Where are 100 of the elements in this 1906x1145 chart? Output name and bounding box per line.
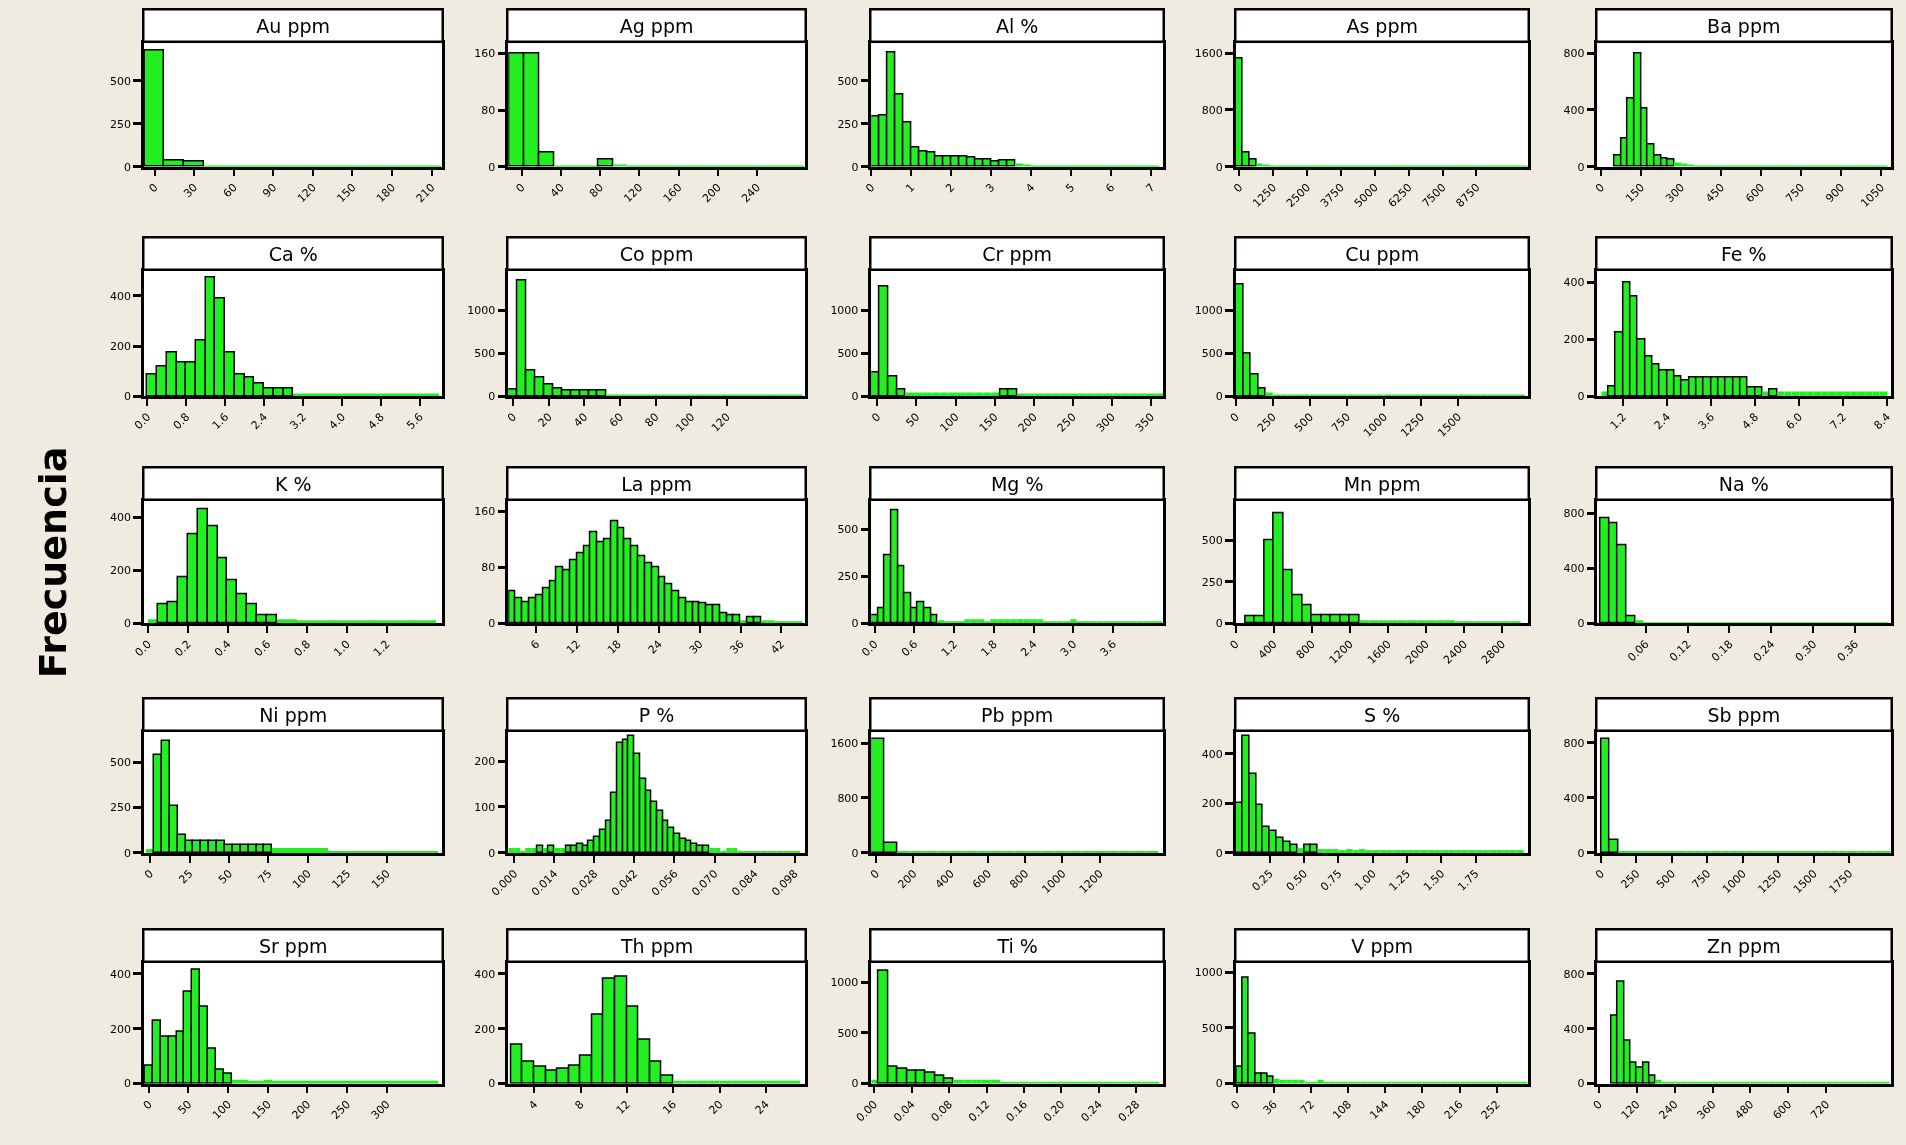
x-tick-label: 250 [328, 1097, 354, 1122]
x-tick-label: 1.0 [331, 637, 353, 660]
y-tick-label: 500 [837, 522, 859, 536]
x-tick-label: 5.6 [404, 410, 426, 433]
chart-title: Fe % [1720, 242, 1767, 265]
x-tick-label: 60 [606, 410, 626, 430]
x-tick-label: 0 [1592, 867, 1608, 882]
chart-title: Th ppm [619, 934, 694, 957]
y-tick-label: 250 [110, 801, 132, 815]
x-tick-label: 4 [1023, 180, 1038, 196]
y-tick-label: 400 [110, 967, 132, 981]
x-tick-label: 800 [1007, 867, 1032, 892]
x-tick-label: 60 [220, 180, 240, 201]
x-tick-label: 2.4 [1651, 410, 1674, 433]
y-tick-label: 800 [1201, 103, 1223, 117]
y-tick-label: 0 [1215, 617, 1223, 631]
x-tick-label: 900 [1823, 180, 1848, 206]
x-tick-label: 20 [535, 410, 555, 430]
y-tick-label: 1000 [830, 975, 859, 989]
y-tick-label: 0 [1577, 390, 1585, 404]
x-tick-label: 3.6 [1695, 410, 1718, 433]
x-tick-label: 150 [1623, 180, 1648, 206]
x-tick-label: 200 [895, 867, 920, 892]
y-tick-label: 0 [488, 617, 496, 631]
x-tick-label: 0 [1593, 180, 1608, 196]
y-tick-label: 0 [1215, 846, 1223, 860]
y-tick-label: 400 [1563, 276, 1585, 290]
y-tick-label: 500 [474, 347, 496, 361]
x-tick-label: 0 [146, 180, 161, 196]
x-tick-label: 100 [289, 867, 314, 892]
x-tick-label: 12 [563, 637, 584, 657]
x-tick-label: 1.2 [1607, 410, 1630, 433]
chart-title: Co ppm [619, 242, 694, 265]
x-tick-label: 2.4 [1018, 637, 1040, 660]
x-tick-label: 100 [210, 1097, 235, 1122]
x-tick-label: 6 [528, 637, 543, 652]
x-tick-label: 750 [1783, 180, 1808, 206]
y-tick-label: 400 [1563, 562, 1585, 576]
x-tick-label: 25 [176, 867, 196, 887]
y-tick-label: 800 [1563, 507, 1585, 521]
y-tick-label: 800 [1563, 736, 1585, 750]
y-tick-label: 400 [1563, 1022, 1585, 1036]
x-tick-label: 0 [863, 180, 878, 196]
x-tick-label: 6.0 [1783, 410, 1806, 433]
chart-title: Ni ppm [259, 703, 328, 726]
y-tick-label: 800 [1563, 967, 1585, 981]
chart-title: Ti % [996, 934, 1038, 957]
chart-title: Na % [1718, 472, 1769, 495]
x-tick-label: 75 [255, 867, 275, 887]
x-tick-label: 0 [1590, 1097, 1605, 1113]
x-tick-label: 30 [181, 180, 201, 201]
y-tick-label: 400 [1563, 103, 1585, 117]
x-tick-label: 3.0 [1057, 637, 1080, 660]
x-tick-label: 0 [1228, 1097, 1243, 1113]
y-tick-label: 0 [1215, 390, 1223, 404]
x-tick-label: 24 [752, 1097, 772, 1117]
y-tick-label: 400 [1201, 747, 1223, 761]
y-tick-label: 0 [1577, 617, 1585, 631]
x-tick-label: 6 [1103, 180, 1118, 196]
x-tick-label: 252 [1478, 1097, 1503, 1122]
y-tick-label: 250 [1201, 575, 1223, 589]
x-tick-label: 0.4 [211, 637, 234, 660]
y-tick-label: 400 [110, 289, 132, 303]
y-tick-label: 0 [1577, 846, 1585, 860]
y-tick-label: 0 [488, 1077, 496, 1091]
y-tick-label: 0 [1215, 1077, 1223, 1091]
x-tick-label: 1 [903, 180, 918, 196]
chart-title: Mg % [990, 472, 1044, 495]
y-tick-label: 400 [1563, 791, 1585, 805]
x-tick-label: 8.4 [1871, 410, 1894, 433]
x-tick-label: 1.2 [938, 637, 961, 660]
y-tick-label: 200 [474, 1022, 496, 1036]
y-tick-label: 0 [124, 390, 132, 404]
y-tick-label: 0 [1577, 160, 1585, 174]
y-tick-label: 800 [1563, 46, 1585, 60]
y-tick-label: 0 [1215, 160, 1223, 174]
y-tick-label: 250 [110, 117, 132, 131]
y-tick-label: 500 [110, 756, 132, 770]
x-tick-label: 0 [140, 1097, 155, 1113]
y-tick-label: 0 [488, 160, 496, 174]
chart-title: Cr ppm [982, 242, 1053, 265]
y-tick-label: 1600 [1194, 46, 1223, 60]
x-tick-label: 125 [329, 867, 354, 892]
x-tick-label: 3 [983, 180, 998, 196]
x-tick-label: 50 [175, 1097, 195, 1117]
x-tick-label: 120 [1618, 1097, 1643, 1122]
y-tick-label: 1000 [1194, 965, 1223, 979]
x-tick-label: 360 [1694, 1097, 1719, 1122]
x-tick-label: 0 [1231, 180, 1246, 196]
chart-title: Sb ppm [1707, 703, 1781, 726]
y-tick-label: 0 [124, 160, 132, 174]
x-tick-label: 0 [869, 410, 884, 425]
chart-title: Mn ppm [1343, 472, 1421, 495]
y-tick-label: 1600 [830, 736, 859, 750]
x-tick-label: 50 [903, 410, 923, 430]
x-tick-label: 4.0 [326, 410, 348, 433]
y-tick-label: 250 [837, 117, 859, 131]
x-tick-label: 400 [1255, 637, 1280, 662]
x-tick-label: 3.6 [1097, 637, 1120, 660]
x-tick-label: 3.2 [287, 410, 310, 433]
